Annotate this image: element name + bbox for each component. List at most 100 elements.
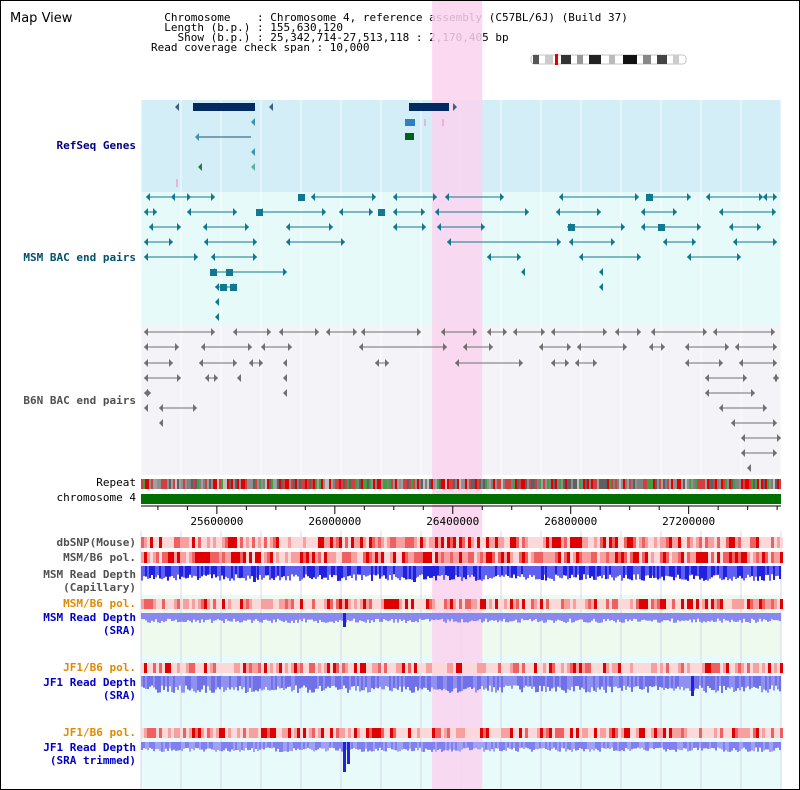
jf1-b6-pol-heat-cell xyxy=(732,663,735,673)
msm-depth-capillary-bar xyxy=(743,566,745,581)
jf1-b6-pol-heat-cell xyxy=(255,663,258,673)
jf1-depth-trim-bar xyxy=(637,742,639,748)
jf1-depth-trim-bar xyxy=(311,742,313,750)
msm-depth-capillary-bar xyxy=(421,566,423,575)
msm-depth-capillary-bar xyxy=(619,566,621,576)
msm-depth-sra-bar xyxy=(485,613,487,619)
jf1-depth-sra-bar xyxy=(225,676,227,691)
jf1-depth-sra-bar xyxy=(215,676,217,690)
msm-b6-pol-sra-heat-cell xyxy=(645,599,648,609)
msm-bac-pair-end xyxy=(759,193,763,201)
jf1-b6-pol-trim-heat-cell xyxy=(714,728,717,738)
msm-depth-sra-bar xyxy=(659,613,661,623)
msm-depth-capillary-bar xyxy=(767,566,769,575)
repeat-block xyxy=(375,479,377,489)
jf1-depth-trim-bar xyxy=(661,742,663,748)
track-label-msm-bac: MSM BAC end pairs xyxy=(23,251,136,264)
msm-b6-pol-sra-heat-cell xyxy=(504,599,507,609)
msm-depth-sra-bar xyxy=(663,613,665,621)
jf1-depth-trim-bar xyxy=(763,742,765,751)
msm-b6-pol-sra-heat-cell xyxy=(294,599,297,609)
repeat-block xyxy=(157,479,159,489)
msm-b6-pol-sra-heat-cell xyxy=(312,599,315,609)
jf1-depth-sra-bar xyxy=(747,676,749,687)
repeat-block xyxy=(279,479,281,489)
jf1-b6-pol-heat-cell xyxy=(252,663,255,673)
jf1-b6-pol-heat-cell xyxy=(516,663,519,673)
jf1-b6-pol-trim-heat-cell xyxy=(228,728,231,738)
dbsnp-heat-cell xyxy=(672,537,675,548)
jf1-depth-sra-bar xyxy=(163,676,165,691)
jf1-depth-trim-bar xyxy=(327,742,329,751)
jf1-depth-sra-bar xyxy=(501,676,503,693)
jf1-b6-pol-trim-heat-cell xyxy=(375,728,378,738)
jf1-b6-pol-heat-cell xyxy=(714,663,717,673)
jf1-b6-pol-trim-heat-cell xyxy=(291,728,294,738)
msm-bac-pair-end xyxy=(146,193,150,201)
repeat-block xyxy=(413,479,415,489)
b6n-bac-pair-end xyxy=(731,419,735,427)
jf1-depth-sra-bar xyxy=(617,676,619,689)
msm-depth-sra-bar xyxy=(575,613,577,621)
jf1-b6-pol-heat-cell xyxy=(561,663,564,673)
msm-depth-capillary-bar xyxy=(697,566,699,577)
jf1-b6-pol-heat-cell xyxy=(741,663,744,673)
msm-depth-capillary-bar xyxy=(173,566,175,578)
msm-b6-pol-sra-heat-cell xyxy=(366,599,369,609)
msm-b6-pol-heat-cell xyxy=(270,552,273,563)
jf1-depth-sra-bar xyxy=(587,676,589,692)
jf1-b6-pol-heat-cell xyxy=(636,663,639,673)
jf1-depth-sra-bar xyxy=(627,676,629,687)
msm-depth-capillary-bar xyxy=(381,566,383,577)
jf1-b6-pol-trim-heat-cell xyxy=(177,728,180,738)
repeat-block xyxy=(327,479,329,489)
msm-depth-capillary-bar xyxy=(637,566,639,575)
msm-b6-pol-heat-cell xyxy=(501,552,504,563)
jf1-b6-pol-trim-heat-cell xyxy=(339,728,342,738)
jf1-b6-pol-heat-cell xyxy=(192,663,195,673)
jf1-b6-pol-heat-cell xyxy=(585,663,588,673)
repeat-block xyxy=(741,479,743,489)
msm-depth-capillary-bar xyxy=(195,566,197,577)
msm-b6-pol-sra-heat-cell xyxy=(468,599,471,609)
msm-depth-sra-bar xyxy=(225,613,227,620)
jf1-depth-sra-bar xyxy=(205,676,207,693)
msm-b6-pol-heat-cell xyxy=(309,552,312,563)
jf1-b6-pol-trim-heat-cell xyxy=(492,728,495,738)
msm-b6-pol-sra-heat-cell xyxy=(441,599,444,609)
msm-depth-capillary-bar xyxy=(729,566,731,579)
jf1-depth-trim-bar xyxy=(525,742,527,748)
b6n-bac-end xyxy=(283,389,287,397)
jf1-b6-pol-trim-heat-cell xyxy=(666,728,669,738)
msm-bac-end-cluster xyxy=(256,209,263,216)
jf1-depth-trim-bar xyxy=(285,742,287,752)
jf1-depth-sra-bar xyxy=(147,676,149,690)
msm-depth-capillary-bar xyxy=(305,566,307,575)
b6n-bac-pair-end xyxy=(685,359,689,367)
jf1-b6-pol-heat-cell xyxy=(645,663,648,673)
repeat-block xyxy=(367,479,369,489)
msm-b6-pol-heat-cell xyxy=(444,552,447,563)
page-title: Map View xyxy=(10,11,73,26)
jf1-b6-pol-heat-cell xyxy=(612,663,615,673)
jf1-depth-sra-bar xyxy=(719,676,721,686)
msm-b6-pol-sra-heat-cell xyxy=(474,599,477,609)
msm-b6-pol-heat-cell xyxy=(372,552,375,563)
repeat-block xyxy=(323,479,325,489)
msm-depth-capillary-bar xyxy=(495,566,497,577)
msm-depth-capillary-bar xyxy=(611,566,613,578)
msm-depth-capillary-bar xyxy=(217,566,219,577)
msm-depth-capillary-bar xyxy=(347,566,349,577)
msm-bac-pair-end xyxy=(447,238,451,246)
dbsnp-heat-cell xyxy=(318,537,321,548)
jf1-depth-trim-bar xyxy=(489,742,491,752)
jf1-b6-pol-trim-heat-cell xyxy=(588,728,591,738)
jf1-b6-pol-heat-cell xyxy=(273,663,276,673)
jf1-b6-pol-heat-cell xyxy=(348,663,351,673)
msm-depth-sra-bar xyxy=(203,613,205,623)
b6n-bac-pair-end xyxy=(661,343,665,351)
jf1-depth-trim-bar xyxy=(147,742,149,751)
dbsnp-heat-cell xyxy=(255,537,258,548)
